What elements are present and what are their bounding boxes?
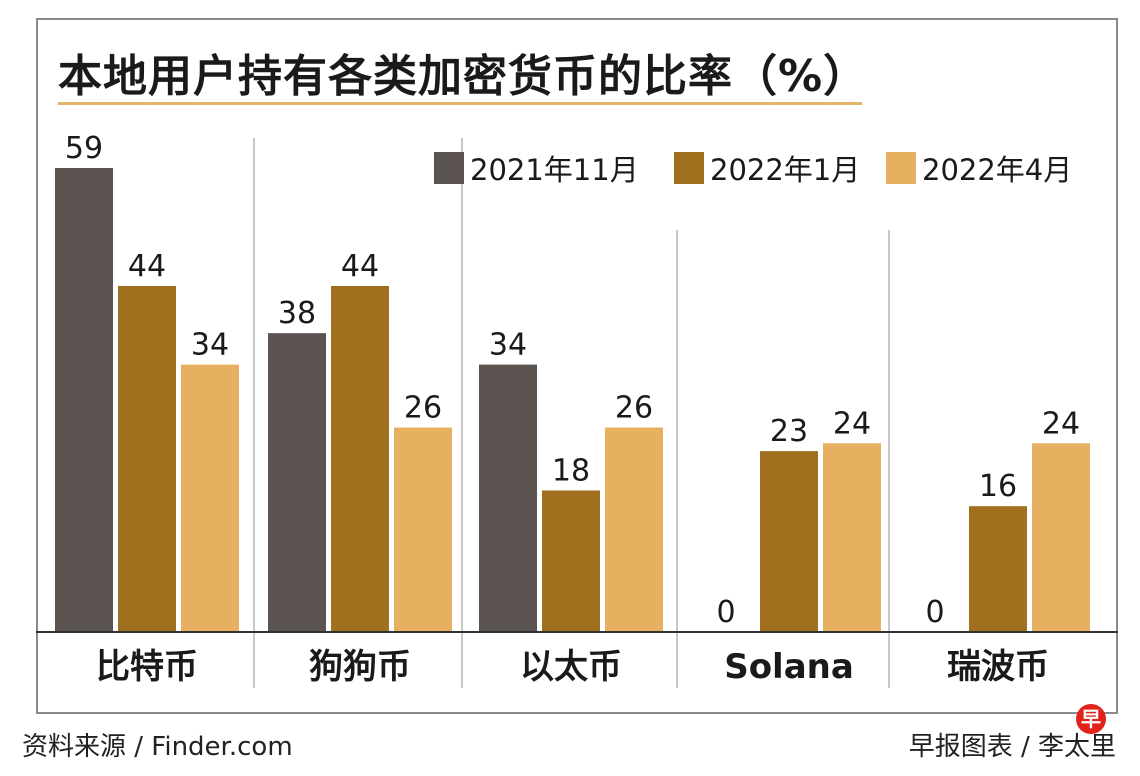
legend-label: 2022年4月 [922, 153, 1072, 187]
bar [181, 364, 239, 632]
bar-value-label: 18 [552, 453, 590, 488]
category-label: 以太币 [520, 647, 622, 687]
category-label: Solana [724, 647, 854, 687]
bar [479, 364, 537, 632]
bar-value-label: 38 [278, 296, 316, 331]
bar [394, 427, 452, 632]
bar [542, 490, 600, 632]
legend-swatch [886, 152, 916, 184]
bar [1032, 443, 1090, 632]
legend-label: 2021年11月 [470, 153, 639, 187]
bar [969, 506, 1027, 632]
category-label: 狗狗币 [309, 647, 411, 687]
bar [331, 285, 389, 632]
bar [823, 443, 881, 632]
bar-value-label: 0 [925, 595, 944, 630]
bar-value-label: 59 [65, 131, 103, 166]
chart-title: 本地用户持有各类加密货币的比率（%） [58, 51, 869, 102]
bar-value-label: 24 [1042, 406, 1080, 441]
bar-value-label: 24 [833, 406, 871, 441]
bar-value-label: 34 [489, 328, 527, 363]
legend-label: 2022年1月 [710, 153, 860, 187]
bar-value-label: 26 [404, 391, 442, 426]
zaobao-logo-icon: 早 [1076, 704, 1106, 734]
bar [118, 285, 176, 632]
bar-value-label: 23 [770, 414, 808, 449]
bar-value-label: 0 [716, 595, 735, 630]
bar [605, 427, 663, 632]
category-label: 比特币 [96, 647, 198, 687]
bar-value-label: 26 [615, 391, 653, 426]
bar-value-label: 44 [341, 249, 379, 284]
bar [55, 168, 113, 632]
bar-value-label: 44 [128, 249, 166, 284]
legend-swatch [434, 152, 464, 184]
bar [760, 451, 818, 632]
bar-value-label: 34 [191, 328, 229, 363]
source-note: 资料来源 / Finder.com [22, 732, 293, 762]
credit-note: 早报图表 / 李太里 [908, 732, 1116, 762]
bar [268, 333, 326, 632]
legend-swatch [674, 152, 704, 184]
bar-value-label: 16 [979, 469, 1017, 504]
title-underline [58, 102, 862, 105]
category-label: 瑞波币 [947, 647, 1049, 687]
